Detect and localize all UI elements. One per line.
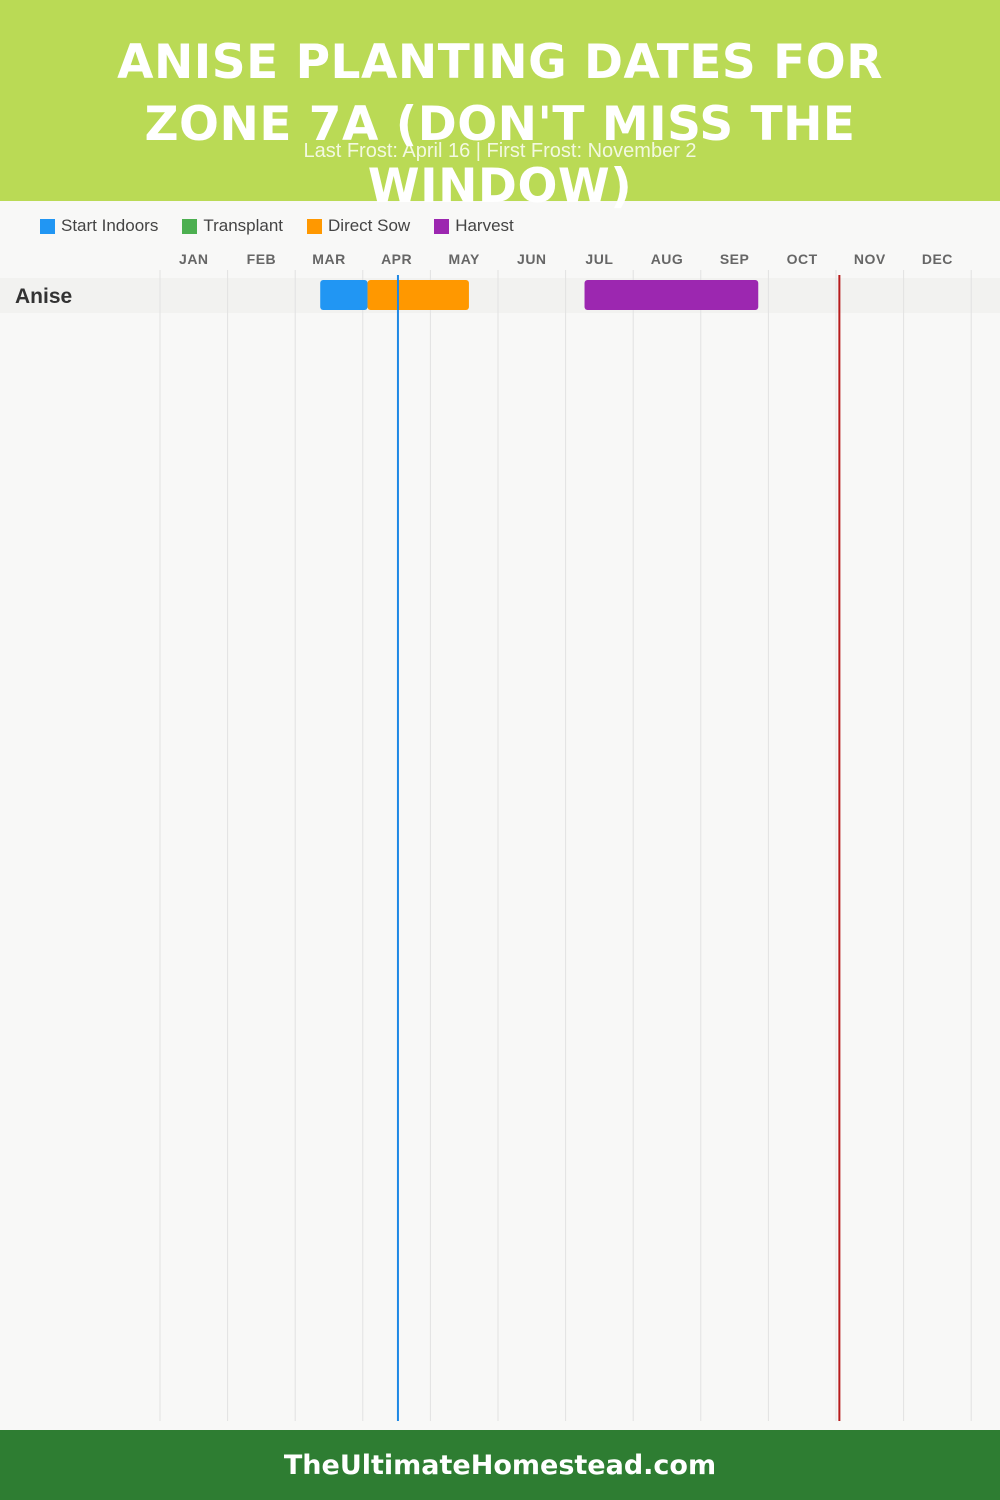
bar-harvest <box>584 280 759 310</box>
page-title: ANISE PLANTING DATES FOR ZONE 7A (DON'T … <box>117 35 883 214</box>
chart-legend: Start Indoors Transplant Direct Sow Harvest <box>40 214 538 238</box>
legend-label: Harvest <box>455 216 514 235</box>
month-label: NOV <box>854 251 886 267</box>
month-label: MAY <box>449 251 480 267</box>
legend-label: Start Indoors <box>61 216 159 235</box>
month-label: FEB <box>247 251 277 267</box>
month-label: SEP <box>720 251 750 267</box>
row-background <box>0 278 1000 313</box>
legend-swatch <box>434 218 450 234</box>
planting-chart: JAN FEB MAR APR MAY JUN JUL AUG SEP OCT NOV DEC Anis… <box>0 251 1000 1421</box>
legend-label: Direct Sow <box>328 216 411 235</box>
legend-swatch <box>182 218 198 234</box>
legend-item: Harvest <box>434 216 514 236</box>
legend-item: Direct Sow <box>307 216 410 236</box>
legend-swatch <box>307 218 323 234</box>
header-banner: ANISE PLANTING DATES FOR ZONE 7A (DON'T … <box>0 0 1000 214</box>
legend-swatch <box>40 218 55 234</box>
month-label: OCT <box>787 251 818 267</box>
bar-direct-sow <box>367 280 469 310</box>
frost-dates-subtitle: Last Frost: April 16 | First Frost: Nove… <box>303 140 697 162</box>
month-label: JUL <box>585 251 613 267</box>
footer-website[interactable]: TheUltimateHomestead.com <box>283 1449 717 1481</box>
legend-item: Transplant <box>182 216 283 236</box>
month-label: APR <box>381 251 412 267</box>
month-label: JUN <box>517 251 547 267</box>
plant-label: Anise <box>15 285 72 308</box>
legend-item: Start Indoors <box>40 216 158 236</box>
legend-label: Transplant <box>203 216 284 235</box>
month-label: JAN <box>179 251 209 267</box>
bar-start-indoors <box>320 280 368 310</box>
month-label: MAR <box>312 251 345 267</box>
month-label: DEC <box>922 251 953 267</box>
month-label: AUG <box>651 251 684 267</box>
footer-banner: TheUltimateHomestead.com <box>0 1430 1000 1500</box>
